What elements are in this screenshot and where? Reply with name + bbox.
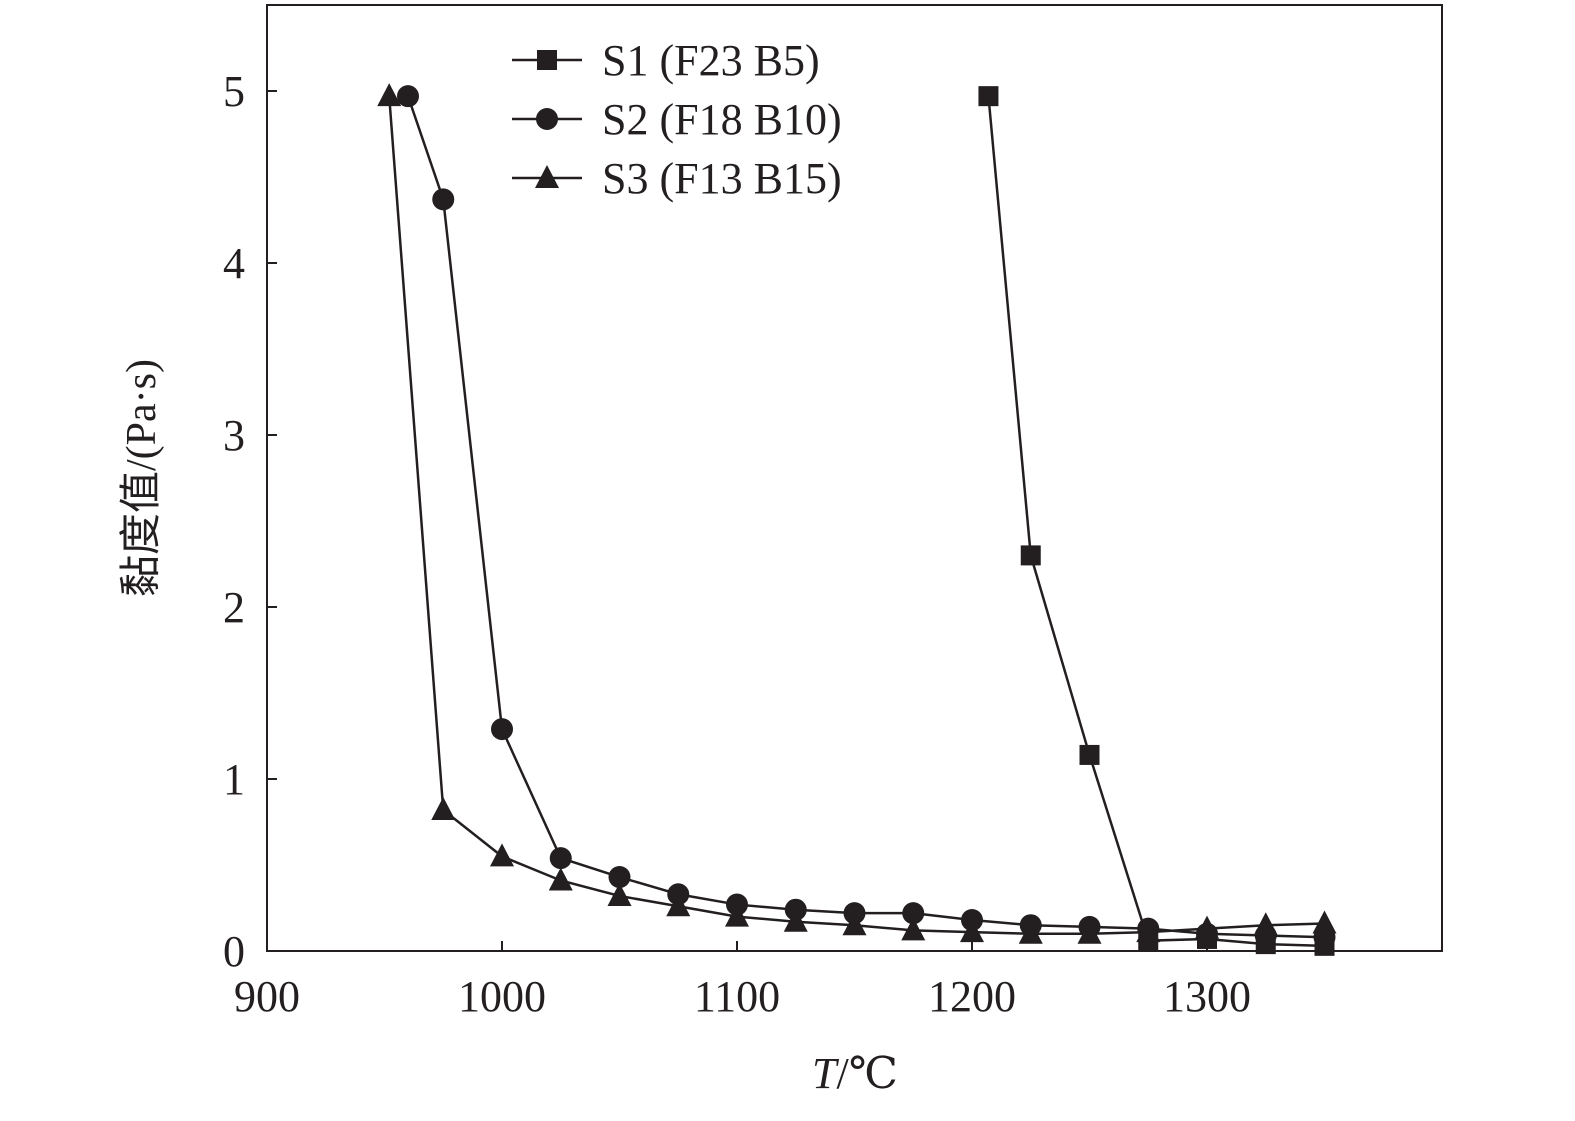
data-point-circle (432, 188, 455, 211)
data-point-circle (902, 902, 925, 925)
y-tick-label: 3 (223, 411, 245, 460)
y-tick-label: 1 (223, 755, 245, 804)
data-point-circle (608, 866, 631, 889)
data-point-triangle (1018, 920, 1043, 944)
data-point-circle (491, 718, 513, 741)
legend-label: S2 (F18 B10) (602, 95, 842, 144)
series-2 (397, 85, 1336, 949)
legend-item: S2 (F18 B10) (512, 95, 842, 144)
data-point-triangle (490, 843, 514, 867)
data-point-triangle (1136, 919, 1161, 943)
data-point-triangle (377, 83, 402, 107)
plot-frame (266, 4, 1443, 952)
legend-item: S3 (F13 B15) (512, 154, 842, 203)
data-point-triangle (1312, 910, 1337, 934)
data-point-square (978, 86, 999, 107)
series-line (987, 96, 1325, 948)
series-line (406, 95, 1325, 939)
y-tick-label: 0 (223, 927, 245, 976)
data-point-triangle (725, 903, 749, 927)
data-point-triangle (607, 882, 632, 906)
data-point-circle (536, 108, 558, 130)
series-line (387, 96, 1325, 936)
data-point-triangle (535, 165, 559, 188)
data-point-square (1079, 744, 1100, 765)
data-point-triangle (960, 919, 984, 943)
data-point-triangle (901, 917, 926, 941)
data-point-triangle (1077, 920, 1102, 944)
data-point-circle (397, 85, 419, 108)
y-tick-label: 4 (223, 239, 245, 288)
series-3 (377, 83, 1337, 944)
y-tick-label: 2 (223, 583, 245, 632)
x-tick-label: 1100 (694, 972, 780, 1021)
data-point-triangle (548, 867, 573, 891)
x-tick-label: 1000 (458, 972, 546, 1021)
data-point-square (1020, 545, 1041, 566)
x-tick-label: 900 (234, 972, 300, 1021)
x-axis-label-unit: /℃ (837, 1049, 898, 1098)
data-point-square (537, 50, 557, 70)
x-axis-label-var: T (812, 1049, 840, 1098)
data-point-triangle (431, 796, 456, 820)
data-point-circle (549, 847, 572, 870)
series-1 (978, 86, 1335, 956)
legend-label: S1 (F23 B5) (602, 36, 820, 85)
legend-item: S1 (F23 B5) (512, 36, 820, 85)
legend-label: S3 (F13 B15) (602, 154, 842, 203)
data-point-triangle (1253, 912, 1278, 936)
x-axis-label: T/℃ (812, 1049, 898, 1098)
x-tick-label: 1200 (928, 972, 1016, 1021)
data-point-triangle (1195, 915, 1219, 939)
data-point-triangle (783, 908, 808, 932)
y-axis-label: 黏度值/(Pa·s) (119, 359, 165, 597)
y-tick-label: 5 (223, 67, 245, 116)
data-point-triangle (666, 893, 691, 917)
data-point-triangle (842, 912, 867, 936)
x-tick-label: 1300 (1163, 972, 1251, 1021)
